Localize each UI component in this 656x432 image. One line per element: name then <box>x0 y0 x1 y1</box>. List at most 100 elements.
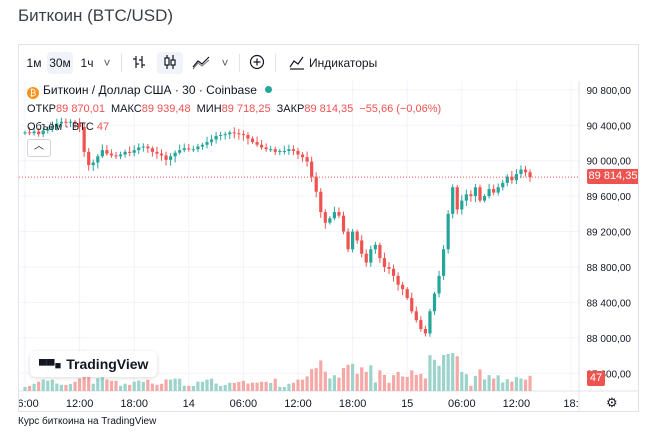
candle-body <box>173 152 177 157</box>
tradingview-logo[interactable]: ▀▀■ TradingView <box>30 351 158 377</box>
change-value: −55,66 (−0,06%) <box>359 103 442 115</box>
bitcoin-coin-icon: ₿ <box>27 87 39 99</box>
volume-bar <box>287 383 291 391</box>
volume-bar <box>118 385 123 391</box>
volume-bar <box>273 378 277 391</box>
interval-30m-button[interactable]: 30м <box>47 52 73 74</box>
volume-bar <box>473 375 478 391</box>
toolbar-divider <box>275 54 276 72</box>
candle-body <box>323 212 327 223</box>
open-value: 89 870,01 <box>56 103 105 115</box>
last-volume-tag: 47 <box>587 371 605 386</box>
volume-bar <box>132 381 136 391</box>
volume-bar <box>337 377 341 391</box>
volume-bar <box>300 379 305 391</box>
candle-body <box>473 187 478 197</box>
bar-chart-style-icon[interactable] <box>127 52 151 74</box>
candle-body <box>437 275 441 294</box>
symbol-title: Биткоин / Доллар США · 30 · Coinbase <box>43 83 257 97</box>
candle-body <box>310 161 314 177</box>
volume-bar <box>255 382 259 391</box>
indicators-button[interactable]: Индикаторы <box>285 52 385 74</box>
area-chart-style-icon[interactable] <box>189 52 213 74</box>
candle-body <box>123 151 127 155</box>
candle-body <box>255 142 259 145</box>
volume-bar <box>114 380 118 391</box>
collapse-legend-button[interactable]: ︿ <box>27 139 51 157</box>
volume-bar <box>41 379 45 391</box>
candle-body <box>178 150 182 153</box>
volume-bar <box>187 385 191 391</box>
volume-bar <box>269 383 273 391</box>
interval-chevron-icon[interactable]: ˅ <box>103 56 111 70</box>
volume-bar <box>78 378 82 391</box>
volume-bar <box>332 375 336 391</box>
volume-bar <box>37 381 41 391</box>
volume-bar <box>50 379 54 391</box>
candle-body <box>50 127 54 129</box>
volume-bar <box>460 371 464 391</box>
candle-body <box>264 147 268 150</box>
candle-body <box>260 144 264 148</box>
price-chart[interactable]: 87 600,00 88 000,00 88 400,00 88 800,00 89 2… <box>19 81 639 411</box>
candle-body <box>91 162 95 166</box>
candle-body <box>360 240 364 254</box>
interval-1m-button[interactable]: 1м <box>26 56 42 70</box>
candle-body <box>241 134 245 136</box>
add-compare-icon[interactable] <box>245 52 269 74</box>
volume-bar <box>437 365 441 391</box>
volume-bar <box>260 381 264 391</box>
candle-body <box>155 151 159 154</box>
volume-bar <box>23 386 27 391</box>
candle-body <box>442 249 446 276</box>
candle-body <box>482 196 487 201</box>
volume-bar <box>319 360 323 391</box>
volume-bar <box>223 384 227 391</box>
volume-bar <box>209 378 214 391</box>
volume-bar <box>59 384 63 391</box>
candle-body <box>314 176 318 192</box>
candle-body <box>214 135 218 140</box>
close-label: ЗАКР <box>276 103 305 115</box>
candle-body <box>128 151 132 153</box>
candle-body <box>419 320 423 329</box>
candle-body <box>23 132 27 134</box>
volume-bar <box>55 383 59 391</box>
volume-bar <box>451 353 455 391</box>
interval-1h-button[interactable]: 1ч <box>80 56 94 70</box>
high-value: 89 939,48 <box>141 103 191 115</box>
candle-body <box>146 146 150 149</box>
volume-bar <box>310 369 314 391</box>
volume-bar <box>401 376 405 391</box>
volume-bar <box>446 354 450 391</box>
candle-body <box>332 212 336 219</box>
volume-bar <box>205 379 209 391</box>
volume-bar <box>432 359 437 391</box>
candlestick-style-icon[interactable] <box>157 52 183 74</box>
candle-body <box>287 149 291 151</box>
volume-bar <box>155 384 159 391</box>
volume-bar <box>182 385 186 391</box>
y-tick-label: 89 200,00 <box>587 228 632 239</box>
x-tick-label: 06:00 <box>230 398 258 410</box>
candle-body <box>496 187 500 193</box>
volume-bar <box>469 385 473 391</box>
volume-bar <box>32 383 36 391</box>
candle-body <box>432 293 437 312</box>
chart-style-chevron-icon[interactable]: ˅ <box>221 56 229 70</box>
chart-settings-icon[interactable]: ⚙ <box>606 395 618 410</box>
volume-bar <box>391 375 396 391</box>
volume-bar <box>419 373 423 391</box>
volume-bar <box>369 365 373 391</box>
volume-bar <box>137 380 141 391</box>
candle-body <box>64 121 68 123</box>
volume-bar <box>278 386 282 391</box>
volume-bar <box>173 378 177 391</box>
volume-bar <box>410 370 414 391</box>
volume-bar <box>442 355 446 391</box>
candle-body <box>246 135 250 139</box>
volume-bar <box>455 356 459 391</box>
candle-body <box>164 155 168 160</box>
volume-bar <box>305 376 309 391</box>
candle-body <box>423 329 427 334</box>
